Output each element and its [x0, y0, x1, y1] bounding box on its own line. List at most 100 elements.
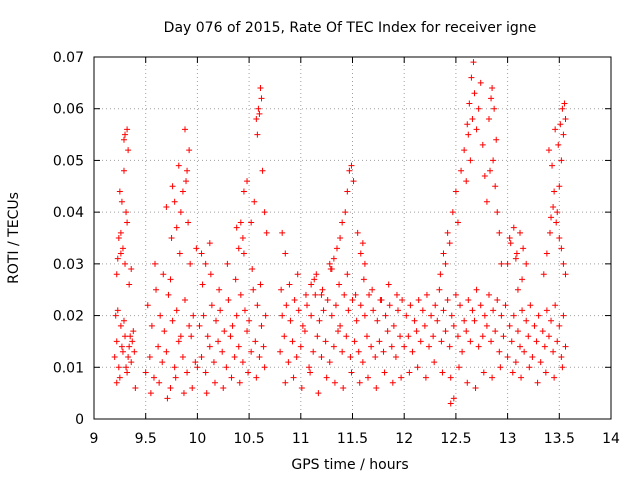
data-point	[165, 291, 172, 298]
data-point	[449, 209, 456, 216]
data-point	[562, 271, 569, 278]
data-point	[313, 271, 320, 278]
data-point	[254, 302, 261, 309]
data-point	[119, 348, 126, 355]
data-point	[118, 198, 125, 205]
data-point	[344, 271, 351, 278]
data-point	[310, 348, 317, 355]
data-point	[236, 379, 243, 386]
data-point	[123, 364, 130, 371]
data-point	[192, 359, 199, 366]
data-point	[490, 307, 497, 314]
data-point	[357, 302, 364, 309]
data-point	[203, 390, 210, 397]
data-point	[440, 250, 447, 257]
data-point	[318, 291, 325, 298]
data-point	[187, 260, 194, 267]
data-point	[557, 121, 564, 128]
data-point	[431, 359, 438, 366]
data-point	[520, 245, 527, 252]
data-point	[161, 328, 168, 335]
data-point	[517, 229, 524, 236]
data-point	[555, 141, 562, 148]
data-point	[471, 90, 478, 97]
data-point	[257, 281, 264, 288]
data-point	[382, 312, 389, 319]
data-point	[506, 235, 513, 241]
data-point	[124, 126, 131, 133]
data-point	[531, 322, 538, 329]
data-point	[126, 343, 133, 350]
data-point	[331, 379, 338, 386]
data-point	[537, 359, 544, 366]
data-point	[185, 219, 192, 226]
data-point	[319, 286, 326, 293]
data-point	[311, 276, 318, 283]
data-point	[167, 276, 174, 283]
y-tick-label: 0.05	[53, 153, 84, 169]
data-point	[514, 286, 521, 293]
data-point	[299, 322, 306, 329]
data-point	[246, 317, 253, 324]
data-point	[125, 147, 132, 154]
data-point	[194, 364, 201, 371]
data-point	[346, 167, 353, 174]
data-point	[354, 229, 361, 236]
y-axis-label: ROTI / TECUs	[6, 192, 22, 284]
x-tick-label: 9.5	[135, 431, 157, 447]
data-point	[240, 250, 247, 257]
data-point	[409, 348, 416, 355]
data-point	[489, 374, 496, 381]
data-point	[526, 364, 533, 371]
x-tick-label: 13	[499, 431, 517, 447]
data-point	[278, 286, 285, 293]
data-point	[294, 271, 301, 278]
data-point	[306, 364, 313, 371]
data-point	[413, 328, 420, 335]
y-tick-label: 0.06	[53, 102, 84, 118]
data-point	[253, 116, 260, 123]
data-point	[406, 369, 413, 376]
data-point	[123, 209, 130, 216]
data-point	[173, 307, 180, 314]
data-point	[283, 302, 290, 309]
data-point	[131, 348, 138, 355]
data-point	[390, 322, 397, 329]
x-tick-label: 12	[395, 431, 413, 447]
data-point	[556, 235, 563, 241]
data-point	[461, 317, 468, 324]
data-point	[128, 266, 135, 273]
data-point	[485, 116, 492, 123]
data-point	[498, 312, 505, 319]
y-tick-label: 0.02	[53, 309, 84, 325]
data-point	[353, 317, 360, 324]
data-point	[153, 286, 160, 293]
data-point	[477, 79, 484, 86]
data-point	[479, 141, 486, 148]
data-point	[184, 167, 191, 174]
data-point	[446, 240, 453, 247]
data-point	[356, 379, 363, 386]
x-tick-label: 11	[292, 431, 310, 447]
data-point	[210, 359, 217, 366]
data-point	[498, 260, 505, 267]
data-point	[361, 260, 368, 267]
data-point	[290, 374, 297, 381]
data-point	[147, 390, 154, 397]
data-point	[328, 266, 335, 273]
data-point	[177, 333, 184, 340]
data-point	[318, 353, 325, 360]
data-point	[450, 395, 457, 402]
data-point	[239, 235, 246, 241]
data-point	[490, 157, 497, 164]
data-point	[114, 307, 121, 314]
data-point	[399, 297, 406, 304]
data-point	[467, 157, 474, 164]
data-point	[561, 100, 568, 107]
data-point	[330, 343, 337, 350]
data-point	[282, 250, 289, 257]
data-point	[335, 328, 342, 335]
data-point	[523, 260, 530, 267]
data-point	[519, 307, 526, 314]
data-point	[227, 333, 234, 340]
